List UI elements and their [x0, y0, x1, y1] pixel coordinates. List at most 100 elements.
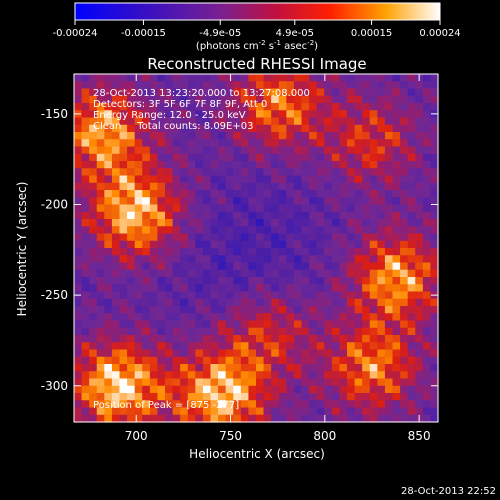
- heatmap-cell: [256, 139, 265, 148]
- heatmap-cell: [210, 161, 219, 169]
- colorbar-gradient: [74, 2, 441, 21]
- heatmap-cell: [331, 219, 341, 227]
- heatmap-cell: [309, 190, 318, 198]
- heatmap-cell: [202, 414, 212, 423]
- heatmap-cell: [233, 385, 242, 394]
- heatmap-cell: [309, 219, 318, 227]
- heatmap-cell: [240, 226, 250, 235]
- heatmap-cell: [134, 175, 143, 184]
- heatmap-cell: [195, 284, 204, 293]
- heatmap-cell: [187, 407, 196, 416]
- heatmap-cell: [407, 74, 416, 82]
- heatmap-cell: [142, 88, 151, 97]
- heatmap-cell: [157, 327, 166, 336]
- heatmap-cell: [104, 313, 113, 322]
- heatmap-cell: [301, 81, 310, 90]
- heatmap-cell: [407, 248, 416, 256]
- heatmap-cell: [354, 248, 363, 256]
- heatmap-cell: [157, 132, 166, 140]
- heatmap-cell: [422, 153, 432, 162]
- heatmap-cell: [286, 378, 295, 387]
- heatmap-cell: [157, 139, 166, 148]
- heatmap-cell: [316, 356, 325, 365]
- heatmap-cell: [119, 327, 128, 336]
- heatmap-cell: [324, 248, 333, 256]
- heatmap-cell: [263, 342, 272, 351]
- heatmap-cell: [225, 306, 234, 314]
- heatmap-cell: [202, 349, 212, 358]
- heatmap-cell: [172, 182, 181, 191]
- heatmap-cell: [180, 240, 189, 249]
- heatmap-cell: [195, 248, 204, 256]
- heatmap-cell: [415, 153, 424, 162]
- heatmap-cell: [218, 110, 227, 119]
- heatmap-cell: [187, 110, 196, 119]
- heatmap-cell: [400, 298, 409, 307]
- heatmap-cell: [430, 117, 439, 126]
- heatmap-cell: [134, 277, 143, 285]
- heatmap-cell: [407, 393, 416, 401]
- heatmap-cell: [240, 364, 250, 372]
- heatmap-cell: [210, 262, 219, 271]
- heatmap-cell: [256, 153, 265, 162]
- heatmap-cell: [149, 342, 159, 351]
- heatmap-cell: [400, 110, 409, 119]
- heatmap-cell: [263, 110, 272, 119]
- heatmap-cell: [347, 414, 356, 423]
- heatmap-cell: [392, 378, 401, 387]
- heatmap-cell: [210, 81, 219, 90]
- heatmap-cell: [407, 95, 416, 104]
- heatmap-cell: [127, 291, 136, 300]
- heatmap-cell: [218, 81, 227, 90]
- heatmap-cell: [362, 168, 371, 177]
- heatmap-cell: [407, 139, 416, 148]
- heatmap-cell: [331, 393, 341, 401]
- heatmap-cell: [195, 233, 204, 242]
- heatmap-cell: [271, 291, 280, 300]
- heatmap-cell: [218, 342, 227, 351]
- heatmap-cell: [331, 233, 341, 242]
- heatmap-cell: [331, 327, 341, 336]
- heatmap-cell: [104, 269, 113, 278]
- heatmap-cell: [278, 74, 287, 82]
- heatmap-cell: [430, 400, 439, 409]
- heatmap-cell: [347, 371, 356, 380]
- heatmap-cell: [172, 248, 181, 256]
- heatmap-cell: [111, 182, 121, 191]
- heatmap-cell: [96, 277, 105, 285]
- heatmap-cell: [430, 95, 439, 104]
- heatmap-cell: [263, 175, 272, 184]
- heatmap-cell: [134, 262, 143, 271]
- heatmap-cell: [256, 371, 265, 380]
- heatmap-cell: [127, 385, 136, 394]
- heatmap-cell: [180, 190, 189, 198]
- heatmap-cell: [157, 117, 166, 126]
- heatmap-cell: [233, 161, 242, 169]
- heatmap-cell: [362, 378, 371, 387]
- heatmap-cell: [369, 146, 378, 155]
- heatmap-cell: [248, 407, 257, 416]
- heatmap-cell: [324, 117, 333, 126]
- heatmap-cell: [172, 255, 181, 264]
- heatmap-cell: [354, 320, 363, 329]
- heatmap-cell: [331, 240, 341, 249]
- heatmap-cell: [369, 313, 378, 322]
- heatmap-cell: [74, 88, 83, 97]
- heatmap-cell: [316, 132, 325, 140]
- heatmap-cell: [324, 385, 333, 394]
- heatmap-cell: [347, 313, 356, 322]
- heatmap-cell: [89, 298, 98, 307]
- heatmap-cell: [263, 269, 272, 278]
- heatmap-cell: [362, 182, 371, 191]
- heatmap-cell: [157, 284, 166, 293]
- heatmap-cell: [74, 414, 83, 423]
- heatmap-cell: [331, 211, 341, 220]
- heatmap-cell: [271, 385, 280, 394]
- heatmap-cell: [309, 132, 318, 140]
- heatmap-cell: [157, 313, 166, 322]
- heatmap-cell: [369, 262, 378, 271]
- heatmap-cell: [362, 190, 371, 198]
- heatmap-cell: [89, 161, 98, 169]
- heatmap-cell: [362, 161, 371, 169]
- heatmap-cell: [331, 168, 341, 177]
